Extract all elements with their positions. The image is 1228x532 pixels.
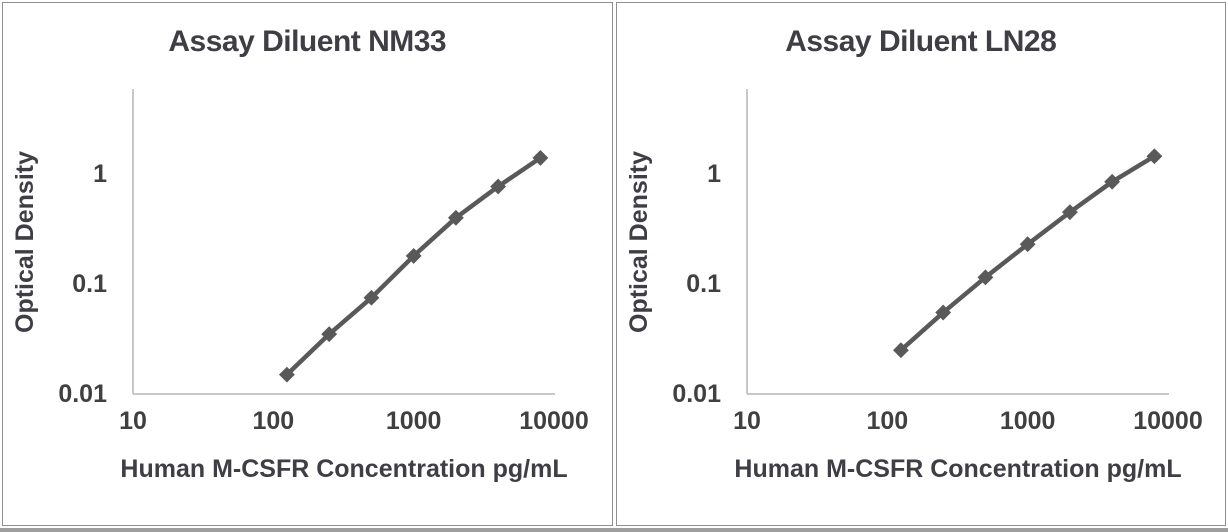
chart-title-ln28: Assay Diluent LN28 xyxy=(785,25,1057,58)
panel-assay-diluent-nm33: Assay Diluent NM33 1 0.1 0.01 10 100 1000 1000… xyxy=(2,2,613,526)
x-axis-title: Human M-CSFR Concentration pg/mL xyxy=(734,455,1181,483)
y-tick-label: 0.01 xyxy=(59,380,108,408)
y-tick-label: 0.1 xyxy=(72,270,107,298)
chart-canvas-nm33: 1 0.1 0.01 10 100 1000 10000 Human M-CSFR Conce… xyxy=(11,89,589,483)
data-point-marker xyxy=(935,304,951,321)
y-tick-label: 0.1 xyxy=(686,270,721,298)
y-axis-title: Optical Density xyxy=(11,151,39,333)
panel-assay-diluent-ln28: Assay Diluent LN28 1 0.1 0.01 10 100 1000 1000… xyxy=(615,2,1226,526)
chart-title-nm33: Assay Diluent NM33 xyxy=(168,25,447,58)
x-tick-label: 10 xyxy=(119,407,147,435)
x-tick-label: 10 xyxy=(733,407,761,435)
x-tick-label: 1000 xyxy=(1000,407,1056,435)
x-tick-label: 100 xyxy=(253,407,295,435)
x-tick-label: 10000 xyxy=(1133,407,1203,435)
y-tick-label: 1 xyxy=(707,160,721,188)
y-axis-title: Optical Density xyxy=(625,151,653,333)
y-tick-label: 1 xyxy=(93,160,107,188)
data-point-marker xyxy=(892,342,909,359)
x-tick-label: 1000 xyxy=(386,407,442,435)
x-tick-label: 10000 xyxy=(519,407,589,435)
data-point-marker xyxy=(532,150,549,166)
data-series-line xyxy=(284,155,543,377)
x-axis-title: Human M-CSFR Concentration pg/mL xyxy=(121,455,568,483)
chart-canvas-ln28: 1 0.1 0.01 10 100 1000 10000 Human M-CSFR Conce… xyxy=(625,89,1203,483)
x-tick-label: 100 xyxy=(866,407,908,435)
y-tick-label: 0.01 xyxy=(672,380,721,408)
